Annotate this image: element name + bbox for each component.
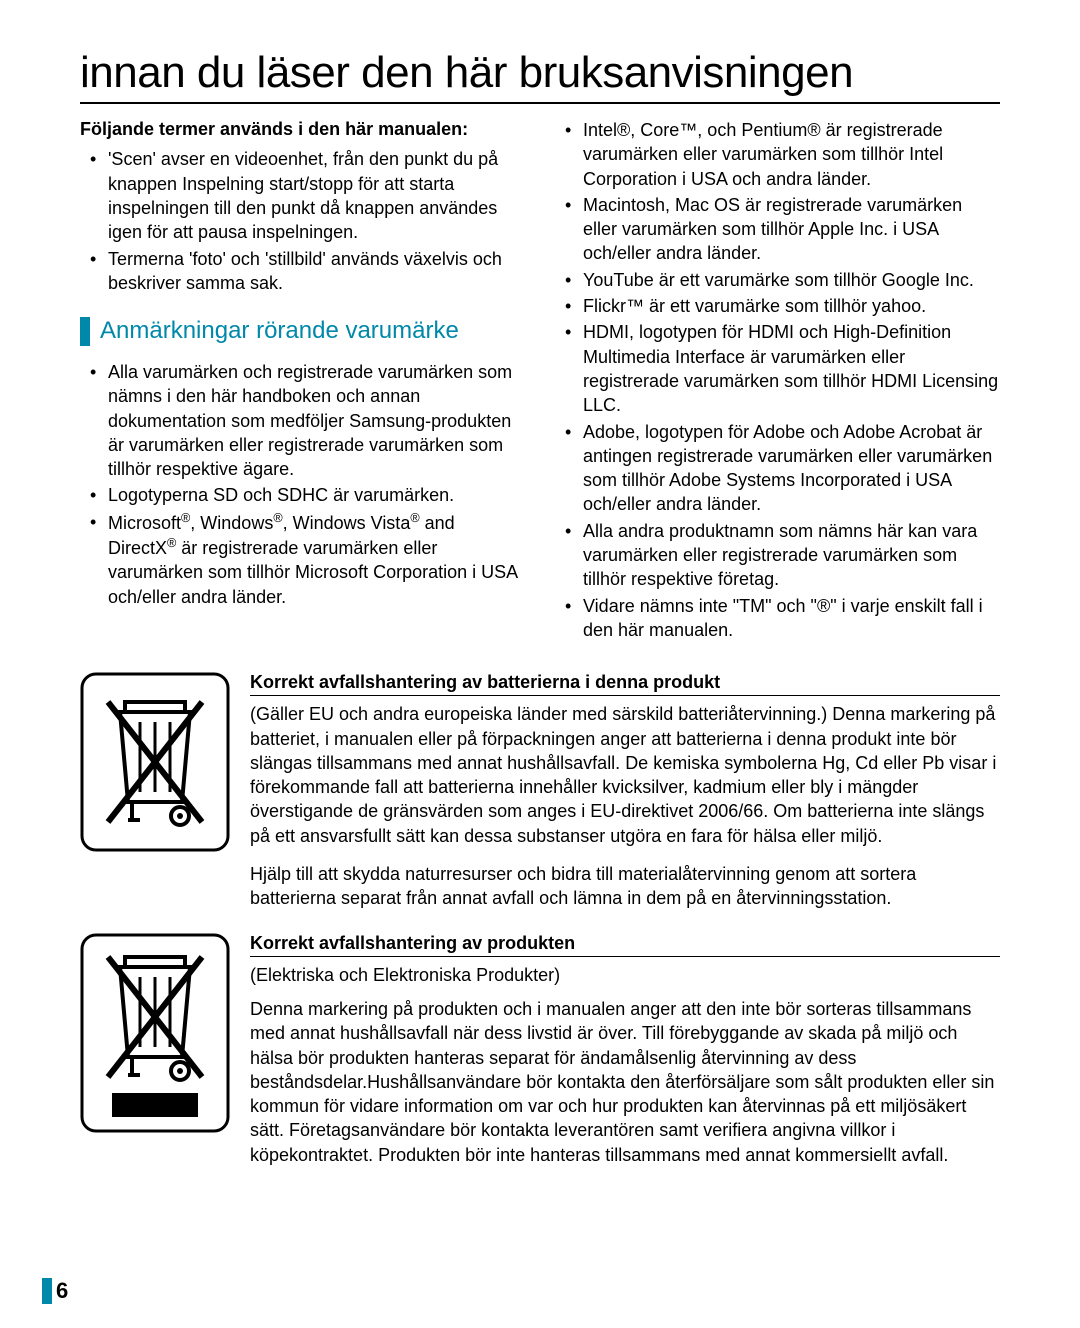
list-item: HDMI, logotypen för HDMI och High-Defini… — [555, 320, 1000, 417]
list-item: Flickr™ är ett varumärke som tillhör yah… — [555, 294, 1000, 318]
list-item: Microsoft®, Windows®, Windows Vista® and… — [80, 510, 525, 609]
list-item: Intel®, Core™, och Pentium® är registrer… — [555, 118, 1000, 191]
page-number: 6 — [56, 1278, 68, 1304]
product-disposal-text: Korrekt avfallshantering av produkten (E… — [250, 933, 1000, 1181]
intro-heading: Följande termer används i den här manual… — [80, 118, 525, 141]
list-item: Alla varumärken och registrerade varumär… — [80, 360, 525, 481]
weee-bin-icon — [80, 672, 230, 924]
battery-disposal-section: Korrekt avfallshantering av batterierna … — [80, 672, 1000, 924]
weee-bin-bar-icon — [80, 933, 230, 1181]
left-column: Följande termer används i den här manual… — [80, 118, 525, 644]
list-item: YouTube är ett varumärke som tillhör Goo… — [555, 268, 1000, 292]
trademark-heading: Anmärkningar rörande varumärke — [80, 317, 525, 346]
list-item: Termerna 'foto' och 'stillbild' används … — [80, 247, 525, 296]
right-column: Intel®, Core™, och Pentium® är registrer… — [555, 118, 1000, 644]
intro-list: 'Scen' avser en videoenhet, från den pun… — [80, 147, 525, 295]
two-column-layout: Följande termer används i den här manual… — [80, 118, 1000, 644]
product-disposal-section: Korrekt avfallshantering av produkten (E… — [80, 933, 1000, 1181]
trademark-list-right: Intel®, Core™, och Pentium® är registrer… — [555, 118, 1000, 642]
battery-disposal-text: Korrekt avfallshantering av batterierna … — [250, 672, 1000, 924]
product-disposal-sub: (Elektriska och Elektroniska Produkter) — [250, 963, 1000, 987]
list-item: Adobe, logotypen för Adobe och Adobe Acr… — [555, 420, 1000, 517]
battery-disposal-p1: (Gäller EU och andra europeiska länder m… — [250, 702, 1000, 848]
list-item: Vidare nämns inte "TM" och "®" i varje e… — [555, 594, 1000, 643]
trademark-list-left: Alla varumärken och registrerade varumär… — [80, 360, 525, 609]
list-item: Logotyperna SD och SDHC är varumärken. — [80, 483, 525, 507]
list-item: Alla andra produktnamn som nämns här kan… — [555, 519, 1000, 592]
product-disposal-heading: Korrekt avfallshantering av produkten — [250, 933, 1000, 957]
list-item: 'Scen' avser en videoenhet, från den pun… — [80, 147, 525, 244]
list-item: Macintosh, Mac OS är registrerade varumä… — [555, 193, 1000, 266]
product-disposal-p1: Denna markering på produkten och i manua… — [250, 997, 1000, 1167]
battery-disposal-p2: Hjälp till att skydda naturresurser och … — [250, 862, 1000, 911]
battery-disposal-heading: Korrekt avfallshantering av batterierna … — [250, 672, 1000, 696]
page-title: innan du läser den här bruksanvisningen — [80, 48, 1000, 104]
page-accent-bar — [42, 1278, 52, 1304]
